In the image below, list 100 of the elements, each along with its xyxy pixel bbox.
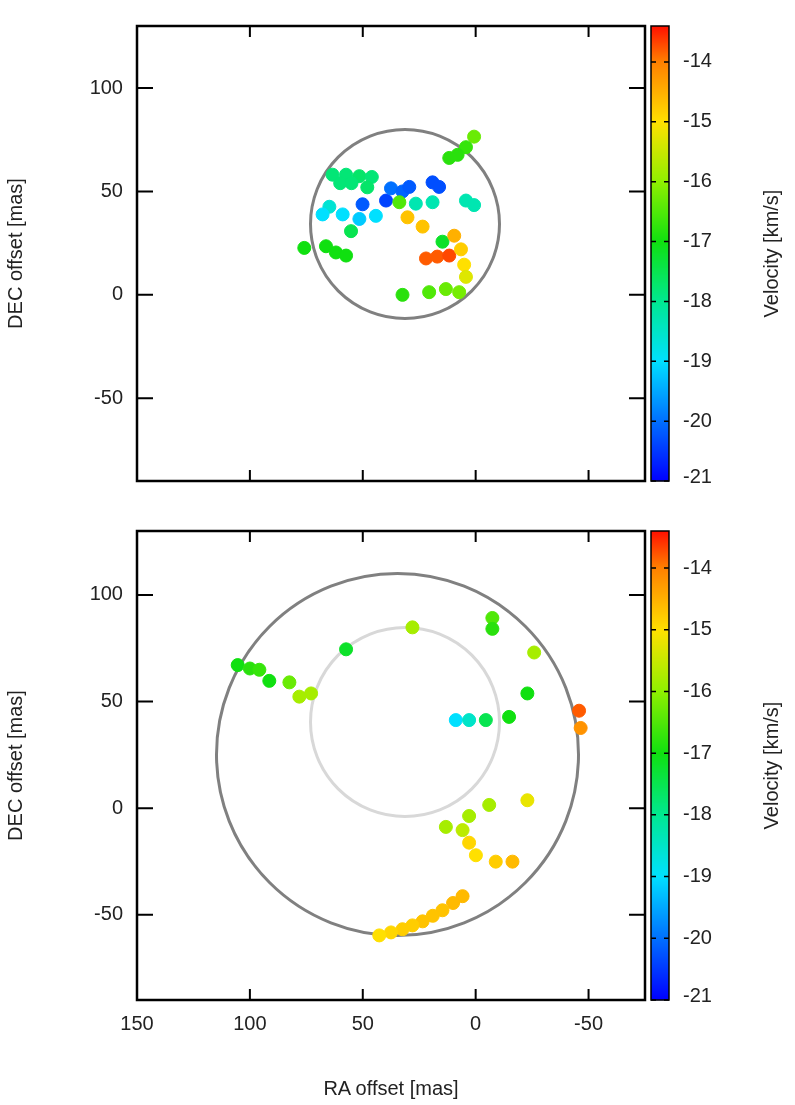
point	[462, 713, 477, 728]
y-tick-label: 0	[111, 282, 123, 305]
point	[252, 662, 267, 677]
point	[458, 269, 473, 284]
y-tick-label: 50	[100, 689, 123, 712]
color-bar-label: -21	[683, 464, 712, 487]
point	[344, 224, 359, 239]
point	[344, 176, 359, 191]
color-bar-label: -16	[683, 678, 712, 701]
point	[435, 903, 450, 918]
point	[405, 620, 420, 635]
point	[455, 823, 470, 838]
color-bar-label: -14	[683, 49, 712, 72]
point	[446, 896, 461, 910]
color-bar-label: -17	[683, 740, 712, 763]
point	[505, 854, 520, 869]
point	[402, 179, 417, 194]
point	[457, 257, 472, 272]
point	[478, 713, 493, 728]
point	[297, 240, 312, 255]
x-tick-label: 100	[233, 1011, 267, 1034]
point	[438, 819, 453, 834]
point	[572, 703, 587, 718]
point	[425, 195, 440, 210]
y-tick-label: -50	[94, 902, 123, 925]
point	[468, 848, 483, 863]
y-axis-title: DEC offset [mas]	[3, 178, 26, 329]
point	[447, 228, 462, 243]
point	[573, 720, 588, 735]
point	[395, 287, 410, 302]
point	[395, 922, 410, 937]
point	[520, 793, 535, 808]
point	[520, 686, 535, 701]
point	[452, 285, 467, 300]
point	[430, 249, 445, 264]
point	[339, 642, 354, 657]
point	[335, 207, 350, 222]
x-tick-label: 0	[470, 1011, 482, 1034]
color-bar-label: -20	[683, 408, 712, 431]
point	[425, 908, 440, 923]
point	[455, 889, 470, 904]
point	[432, 179, 447, 194]
y-tick-label: 0	[111, 795, 123, 818]
color-bar-label: -19	[683, 864, 712, 887]
y-tick-label: -50	[94, 385, 123, 408]
x-tick-label: 150	[120, 1011, 154, 1034]
point	[325, 167, 340, 182]
point	[438, 282, 453, 297]
point	[435, 234, 450, 249]
color-bar-label: -14	[683, 555, 712, 578]
color-bar-label: -21	[683, 983, 712, 1006]
point	[352, 211, 367, 226]
color-bar-title: Velocity [km/s]	[759, 701, 782, 830]
color-bar-label: -15	[683, 109, 712, 132]
x-tick-label: -50	[574, 1011, 604, 1034]
color-bar-label: -18	[683, 288, 712, 311]
point	[355, 197, 370, 212]
y-axis-title: DEC offset [mas]	[3, 690, 26, 841]
point	[442, 248, 457, 263]
point	[408, 196, 423, 211]
point	[315, 207, 330, 222]
point	[292, 689, 307, 704]
point	[304, 686, 319, 701]
point	[384, 181, 398, 196]
y-tick-label: 100	[89, 75, 123, 98]
point	[502, 709, 517, 724]
point	[467, 129, 482, 144]
point	[364, 169, 379, 184]
point	[462, 835, 477, 850]
point	[467, 198, 482, 213]
color-bar-label: -19	[683, 348, 712, 371]
point	[230, 658, 245, 673]
point	[527, 645, 542, 660]
point	[442, 150, 457, 165]
point	[400, 210, 415, 225]
color-bar-label: -16	[683, 169, 712, 192]
y-tick-label: 50	[100, 178, 123, 201]
point	[453, 242, 468, 257]
y-tick-label: 100	[89, 582, 123, 605]
point	[379, 193, 394, 208]
point	[448, 713, 463, 728]
color-bar-label: -18	[683, 802, 712, 825]
point	[318, 239, 333, 254]
point	[372, 928, 387, 943]
x-axis-title: RA offset [mas]	[323, 1076, 459, 1099]
point	[485, 621, 500, 636]
color-bar-title: Velocity [km/s]	[759, 189, 782, 318]
point	[368, 208, 383, 223]
point	[482, 797, 497, 812]
point	[282, 675, 297, 690]
color-bar-label: -20	[683, 925, 712, 948]
color-bar-label: -15	[683, 617, 712, 640]
point	[339, 248, 354, 263]
point	[462, 809, 477, 824]
point	[392, 195, 407, 210]
x-tick-label: 50	[351, 1011, 374, 1034]
point	[415, 219, 430, 234]
point	[262, 673, 277, 688]
color-bar-label: -17	[683, 229, 712, 252]
point	[384, 925, 398, 940]
